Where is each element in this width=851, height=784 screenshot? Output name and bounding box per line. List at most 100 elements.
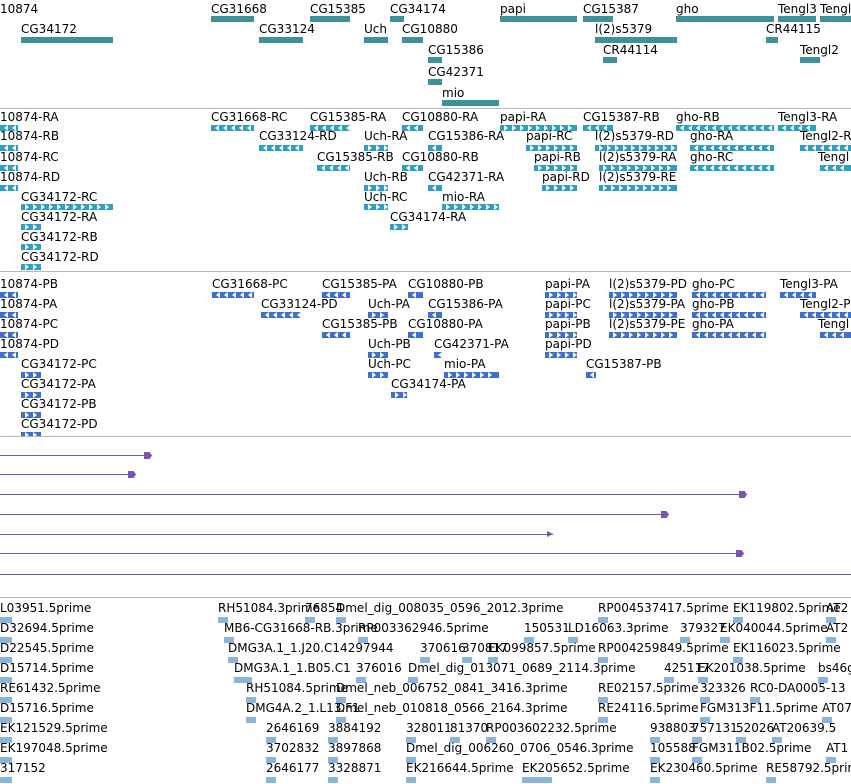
transcript-label-papi-ra[interactable]: papi-RA (500, 110, 547, 124)
alignment-line[interactable] (0, 553, 744, 554)
transcript-label-tengl3-ra[interactable]: Tengl3-RA (778, 110, 838, 124)
protein-label-cg10880-pb[interactable]: CG10880-PB (408, 277, 484, 291)
est-glyph-at1[interactable] (826, 757, 836, 763)
est-label-rp003602232-5prime[interactable]: RP003602232.5prime (486, 721, 617, 735)
protein-label-cg15386-pa[interactable]: CG15386-PA (428, 297, 503, 311)
gene-label-cr44114[interactable]: CR44114 (603, 43, 658, 57)
protein-label-tengl2-p[interactable]: Tengl2-P (800, 297, 851, 311)
transcript-label-cg33124-rd[interactable]: CG33124-RD (259, 129, 337, 143)
est-glyph-rp004259849-5prime[interactable] (598, 657, 608, 663)
protein-label-uch-pa[interactable]: Uch-PA (368, 297, 410, 311)
est-label-150531[interactable]: 150531 (524, 621, 570, 635)
protein-label-gho-pa[interactable]: gho-PA (692, 317, 734, 331)
est-label-dmel-neb-006752-0841-3416-3prime[interactable]: Dmel_neb_006752_0841_3416.3prime (336, 681, 568, 695)
protein-glyph-tengl3-pa[interactable] (780, 292, 816, 298)
est-glyph-ek116023-5prime[interactable] (733, 657, 743, 663)
transcript-label-uch-rb[interactable]: Uch-RB (364, 170, 408, 184)
protein-label-10874-pc[interactable]: 10874-PC (0, 317, 59, 331)
gene-label-10874[interactable]: 10874 (0, 2, 39, 16)
protein-track[interactable]: 10874-PB 10874-PA 10874-PC 10874-PD CG34172-… (0, 272, 851, 436)
gene-glyph-cg10880[interactable] (402, 37, 423, 43)
transcript-label-cg10880-ra[interactable]: CG10880-RA (402, 110, 479, 124)
protein-glyph-cg10880-pa[interactable] (408, 332, 423, 338)
protein-label-10874-pa[interactable]: 10874-PA (0, 297, 58, 311)
est-label-d32694-5prime[interactable]: D32694.5prime (0, 621, 94, 635)
est-label-81370[interactable]: 81370 (450, 721, 489, 735)
est-glyph-re02157-5prime[interactable] (598, 697, 608, 703)
alignment-line[interactable] (0, 574, 851, 575)
transcript-glyph-papi-ra[interactable] (500, 125, 577, 131)
gene-glyph-cg34174[interactable] (390, 16, 404, 22)
protein-label-cg34172-pb[interactable]: CG34172-PB (21, 397, 97, 411)
transcript-label-10874-rb[interactable]: 10874-RB (0, 129, 60, 143)
alignment-line[interactable] (0, 494, 747, 495)
protein-glyph-gho-pc[interactable] (692, 292, 766, 298)
gene-glyph-tengl2[interactable] (800, 57, 820, 63)
protein-label-l-2-s5379-pa[interactable]: l(2)s5379-PA (609, 297, 686, 311)
gene-glyph-cg33124[interactable] (259, 37, 303, 43)
est-label-ek201038-5prime[interactable]: EK201038.5prime (698, 661, 806, 675)
alignment-line[interactable] (0, 534, 553, 535)
transcript-glyph-10874-rb[interactable] (0, 145, 18, 151)
est-label-dmel-dig-006260-0706-0546-3prime[interactable]: Dmel_dig_006260_0706_0546.3prime (406, 741, 634, 755)
est-glyph-at20639-5[interactable] (772, 737, 782, 743)
est-glyph-3884192[interactable] (328, 737, 338, 743)
transcript-label-10874-rc[interactable]: 10874-RC (0, 150, 59, 164)
protein-glyph-cg34172-pc[interactable] (21, 372, 41, 378)
protein-label-10874-pb[interactable]: 10874-PB (0, 277, 58, 291)
est-glyph-76854[interactable] (305, 617, 315, 623)
est-label-fgm313f11-5prime[interactable]: FGM313F11.5prime (700, 701, 819, 715)
protein-label-papi-pa[interactable]: papi-PA (545, 277, 590, 291)
est-label-ek205652-5prime[interactable]: EK205652.5prime (522, 761, 630, 775)
gene-label-cg15386[interactable]: CG15386 (428, 43, 484, 57)
transcript-label-gho-rc[interactable]: gho-RC (690, 150, 734, 164)
protein-glyph-cg34174-pa[interactable] (391, 392, 407, 398)
protein-label-mio-pa[interactable]: mio-PA (444, 357, 486, 371)
est-glyph-dmg3a-1-1-b05-c1[interactable] (234, 677, 252, 683)
est-label-370616[interactable]: 370616 (420, 641, 466, 655)
transcript-label-uch-ra[interactable]: Uch-RA (364, 129, 408, 143)
protein-glyph-uch-pb[interactable] (368, 352, 388, 358)
transcript-glyph-cg34172-rd[interactable] (21, 264, 41, 270)
est-label-938803[interactable]: 938803 (650, 721, 696, 735)
est-label-2646169[interactable]: 2646169 (266, 721, 320, 735)
est-glyph-ek197048-5prime[interactable] (0, 757, 12, 763)
gene-label-cr44115[interactable]: CR44115 (766, 22, 821, 36)
gene-glyph-cr44115[interactable] (766, 37, 778, 43)
transcript-label-cg15387-rb[interactable]: CG15387-RB (583, 110, 660, 124)
est-glyph-dmel-dig-006260-0706-0546-3prime[interactable] (406, 757, 416, 763)
est-label-328011[interactable]: 328011 (406, 721, 452, 735)
est-label-ek099857-5prime[interactable]: EK099857.5prime (488, 641, 596, 655)
gene-label-tengl[interactable]: Tengl (820, 2, 851, 16)
protein-glyph-cg15386-pa[interactable] (428, 312, 442, 318)
gene-glyph-cg15385[interactable] (310, 16, 350, 22)
est-glyph-ek119802-5prime[interactable] (733, 617, 743, 623)
est-glyph-425117[interactable] (664, 677, 674, 683)
protein-label-gho-pc[interactable]: gho-PC (692, 277, 735, 291)
gene-label-cg34172[interactable]: CG34172 (21, 22, 77, 36)
est-label-fgm311b02-5prime[interactable]: FGM311B02.5prime (692, 741, 812, 755)
gene-label-cg15385[interactable]: CG15385 (310, 2, 366, 16)
est-glyph-mb6-cg31668-rb-3prime[interactable] (224, 637, 234, 643)
protein-glyph-10874-pd[interactable] (0, 352, 18, 358)
gene-label-uch[interactable]: Uch (364, 22, 387, 36)
est-glyph-2646169[interactable] (266, 737, 276, 743)
transcript-glyph-cg15387-rb[interactable] (583, 125, 613, 131)
est-glyph-ek099857-5prime[interactable] (488, 657, 498, 663)
est-glyph-ek040044-5prime[interactable] (720, 637, 730, 643)
transcript-glyph-cg10880-rb[interactable] (402, 165, 423, 171)
est-label-ek216644-5prime[interactable]: EK216644.5prime (406, 761, 514, 775)
transcript-glyph-uch-rb[interactable] (364, 185, 388, 191)
transcript-glyph-10874-ra[interactable] (0, 125, 18, 131)
alignment-line[interactable] (0, 514, 669, 515)
est-label-at2[interactable]: AT2 (826, 601, 849, 615)
est-label-3884192[interactable]: 3884192 (328, 721, 382, 735)
est-label-ek119802-5prime[interactable]: EK119802.5prime (733, 601, 841, 615)
est-label-at20639-5[interactable]: AT20639.5 (772, 721, 837, 735)
protein-label-tengl3-pa[interactable]: Tengl3-PA (780, 277, 838, 291)
est-label-dmel-neb-010818-0566-2164-3prime[interactable]: Dmel_neb_010818_0566_2164.3prime (336, 701, 568, 715)
transcript-glyph-cg34172-rc[interactable] (21, 204, 113, 210)
est-label-rh51084-5prime[interactable]: RH51084.5prime (246, 681, 348, 695)
transcript-label-10874-ra[interactable]: 10874-RA (0, 110, 59, 124)
protein-glyph-10874-pa[interactable] (0, 312, 18, 318)
